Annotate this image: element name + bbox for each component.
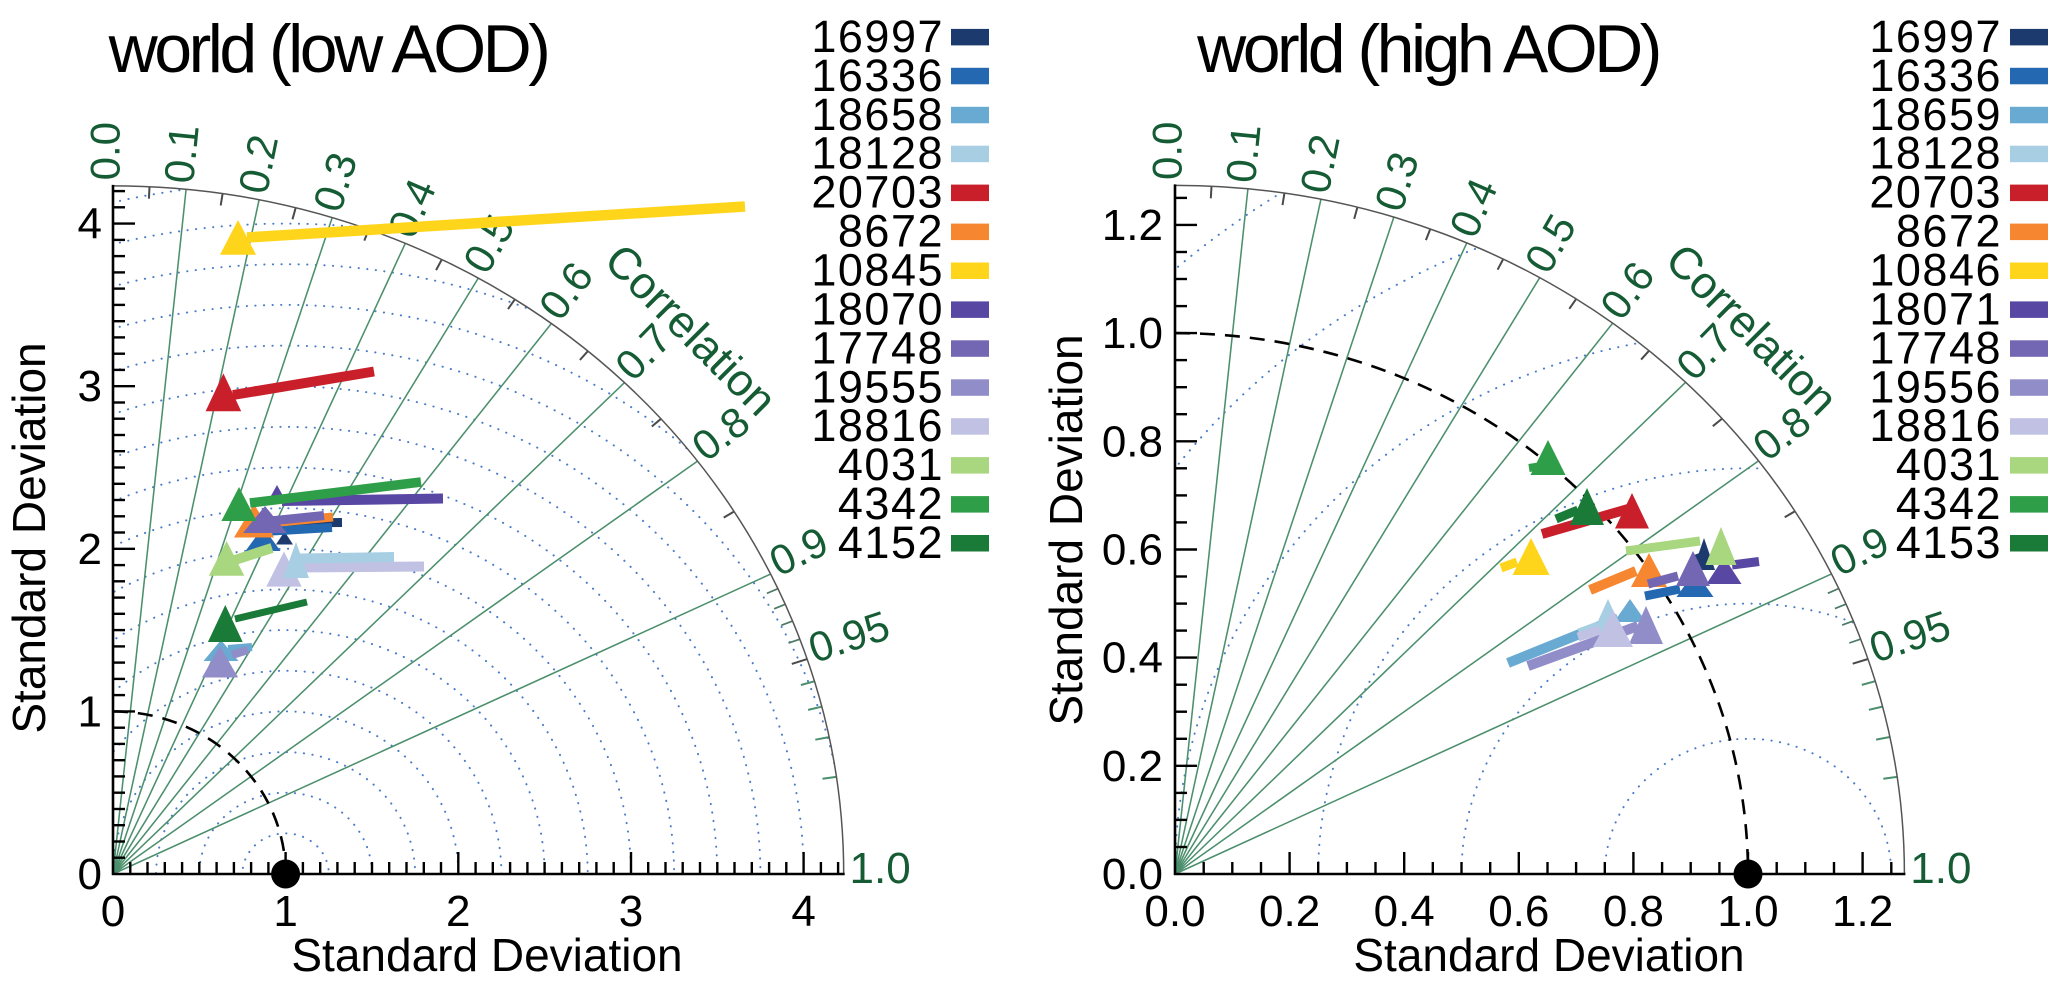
svg-text:17748: 17748 [1869,322,2002,373]
svg-text:4: 4 [791,887,815,936]
svg-text:18128: 18128 [1869,128,2002,179]
svg-text:0.6: 0.6 [1102,526,1163,575]
svg-text:4: 4 [78,200,102,249]
svg-text:4031: 4031 [1896,439,2002,490]
svg-text:20703: 20703 [1869,167,2002,218]
svg-text:16997: 16997 [811,11,944,62]
svg-text:4342: 4342 [1896,478,2002,529]
svg-text:0.0: 0.0 [81,122,128,180]
svg-text:Standard Deviation: Standard Deviation [1040,334,1092,725]
svg-text:8672: 8672 [838,206,944,257]
svg-text:18071: 18071 [1869,283,2002,334]
svg-text:1: 1 [273,887,297,936]
svg-text:0.2: 0.2 [1102,742,1163,791]
svg-text:3: 3 [619,887,643,936]
svg-text:17748: 17748 [811,322,944,373]
svg-text:0.6: 0.6 [1488,887,1549,936]
svg-text:18658: 18658 [811,89,944,140]
svg-text:1.2: 1.2 [1102,201,1163,250]
svg-text:4153: 4153 [1896,517,2002,568]
svg-text:world (high AOD): world (high AOD) [1196,11,1659,87]
svg-text:2: 2 [446,887,470,936]
svg-text:1.0: 1.0 [1910,844,1971,893]
svg-text:1: 1 [78,687,102,736]
svg-text:19556: 19556 [1869,361,2002,412]
svg-text:16336: 16336 [811,50,944,101]
svg-text:18070: 18070 [811,283,944,334]
svg-text:0.8: 0.8 [1603,887,1664,936]
svg-text:Standard Deviation: Standard Deviation [3,342,55,733]
svg-text:8672: 8672 [1896,206,2002,257]
svg-text:20703: 20703 [811,167,944,218]
svg-text:2: 2 [78,525,102,574]
svg-text:4342: 4342 [838,478,944,529]
svg-text:0.0: 0.0 [1143,122,1190,180]
svg-text:0.0: 0.0 [1102,850,1163,899]
svg-text:1.0: 1.0 [850,844,911,893]
svg-text:0.0: 0.0 [1144,887,1205,936]
svg-text:0.1: 0.1 [155,123,208,186]
svg-text:1.0: 1.0 [1102,309,1163,358]
svg-text:0.4: 0.4 [1374,887,1435,936]
svg-text:4152: 4152 [838,517,944,568]
svg-text:world (low AOD): world (low AOD) [108,11,548,87]
svg-text:18816: 18816 [1869,400,2002,451]
svg-text:0.2: 0.2 [1259,887,1320,936]
svg-text:0.4: 0.4 [1102,634,1163,683]
svg-text:19555: 19555 [811,361,944,412]
svg-text:16997: 16997 [1869,11,2002,62]
svg-text:18659: 18659 [1869,89,2002,140]
svg-text:1.0: 1.0 [1717,887,1778,936]
svg-text:0.2: 0.2 [1291,130,1349,197]
svg-text:0: 0 [101,887,125,936]
svg-text:Standard Deviation: Standard Deviation [1353,929,1744,981]
svg-text:10845: 10845 [811,245,944,296]
svg-text:16336: 16336 [1869,50,2002,101]
svg-text:10846: 10846 [1869,245,2002,296]
svg-text:3: 3 [78,362,102,411]
svg-text:0.2: 0.2 [229,131,287,198]
svg-text:0.8: 0.8 [1102,417,1163,466]
svg-text:0: 0 [78,850,102,899]
svg-text:18816: 18816 [811,400,944,451]
svg-text:0.1: 0.1 [1217,122,1270,185]
svg-text:1.2: 1.2 [1832,887,1893,936]
svg-text:Standard Deviation: Standard Deviation [291,929,682,981]
svg-text:18128: 18128 [811,128,944,179]
svg-text:4031: 4031 [838,439,944,490]
